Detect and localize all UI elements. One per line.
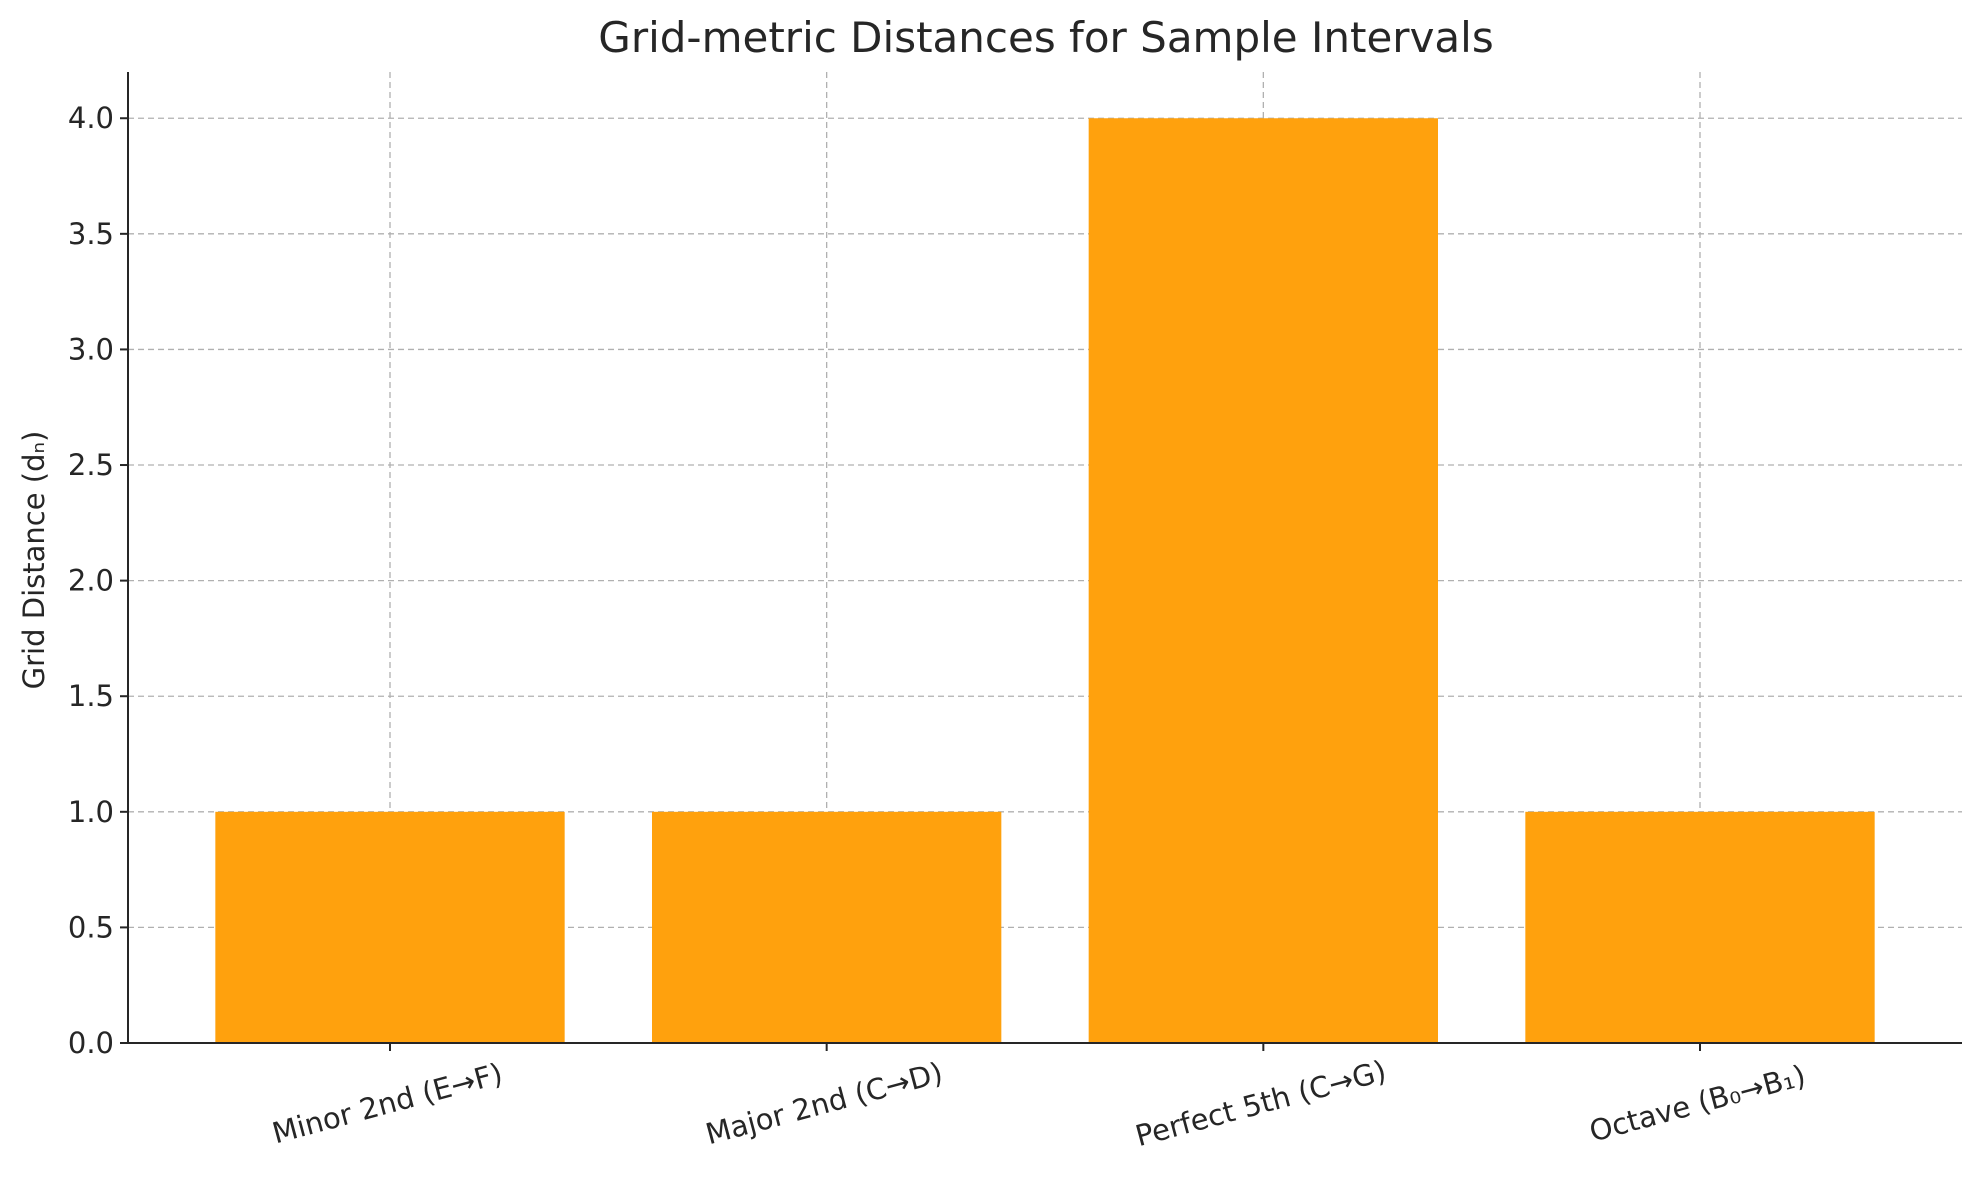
x-tick-label: Octave (B₀→B₁) bbox=[1586, 1058, 1809, 1148]
y-tick-label: 1.0 bbox=[68, 795, 114, 829]
x-tick-label: Minor 2nd (E→F) bbox=[269, 1056, 506, 1150]
y-axis-label: Grid Distance (dₙ) bbox=[17, 431, 51, 690]
y-tick-label: 4.0 bbox=[68, 101, 114, 135]
y-tick-label: 1.5 bbox=[68, 679, 114, 713]
y-tick-label: 0.5 bbox=[68, 910, 114, 944]
bar bbox=[652, 811, 1002, 1043]
y-tick-label: 2.5 bbox=[68, 448, 114, 482]
chart-title: Grid-metric Distances for Sample Interva… bbox=[598, 13, 1493, 62]
y-tick-label: 3.5 bbox=[68, 217, 114, 251]
y-tick-label: 3.0 bbox=[68, 332, 114, 366]
bar bbox=[215, 811, 565, 1043]
y-tick-label: 0.0 bbox=[68, 1026, 114, 1060]
x-tick-label: Major 2nd (C→D) bbox=[702, 1055, 946, 1151]
bars-layer bbox=[215, 118, 1875, 1043]
bar bbox=[1088, 118, 1438, 1043]
bar bbox=[1525, 811, 1875, 1043]
x-tick-label: Perfect 5th (C→G) bbox=[1132, 1054, 1390, 1154]
y-tick-label: 2.0 bbox=[68, 564, 114, 598]
